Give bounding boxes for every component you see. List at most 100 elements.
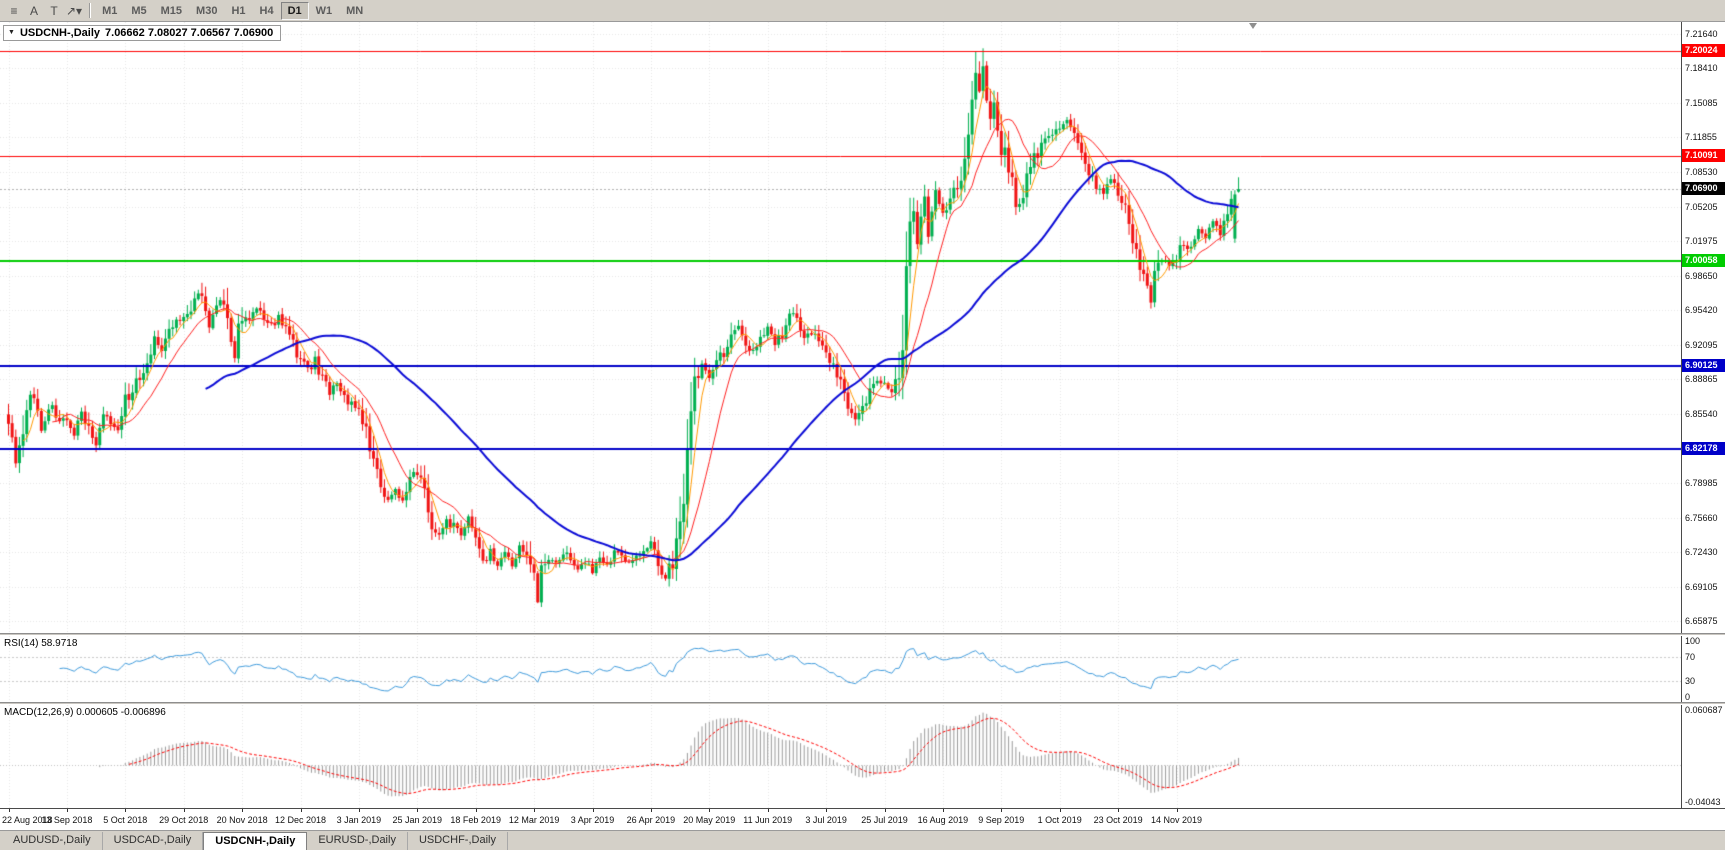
timeframe-m5-button[interactable]: M5 <box>131 4 147 17</box>
chart-symbol-period: USDCNH-,Daily <box>19 27 101 39</box>
time-axis-tick <box>300 809 302 812</box>
tab-usdchf[interactable]: USDCHF-,Daily <box>408 832 508 850</box>
timeframe-m1-button[interactable]: M1 <box>102 4 118 17</box>
date-label: 3 Apr 2019 <box>570 815 615 825</box>
time-axis-tick <box>942 809 944 812</box>
date-label: 18 Feb 2019 <box>450 815 501 825</box>
chart-ohlc-values: 7.06662 7.08027 7.06567 7.06900 <box>105 27 274 39</box>
date-label: 13 Sep 2018 <box>41 815 93 825</box>
price-axis-label: 6.69105 <box>1685 582 1718 592</box>
price-level-tag[interactable]: 7.10091 <box>1682 148 1725 162</box>
price-axis-label: 6.75660 <box>1685 513 1718 523</box>
timeframe-mn-button[interactable]: MN <box>346 4 364 17</box>
time-axis-tick <box>125 809 127 812</box>
date-label: 26 Apr 2019 <box>626 815 676 825</box>
toolbar-separator <box>89 3 91 18</box>
price-axis-label: 7.18410 <box>1685 63 1718 73</box>
price-axis-label: 6.92095 <box>1685 340 1718 350</box>
date-label: 25 Jan 2019 <box>392 815 443 825</box>
timeframe-m30-button[interactable]: M30 <box>196 4 218 17</box>
macd-axis-label: 0.060687 <box>1685 705 1723 715</box>
rsi-axis-label: 100 <box>1685 636 1701 646</box>
date-label: 20 Nov 2018 <box>216 815 268 825</box>
time-axis-tick <box>826 809 828 812</box>
time-axis-tick <box>1059 809 1061 812</box>
price-level-tag[interactable]: 7.20024 <box>1682 44 1725 57</box>
time-axis-tick <box>417 809 419 812</box>
pane-separator[interactable] <box>0 702 1725 705</box>
draw-tools-icon[interactable]: ↗▾ <box>66 3 83 18</box>
pane-separator[interactable] <box>0 633 1725 636</box>
date-label: 12 Mar 2019 <box>508 815 560 825</box>
timeframe-button-group: M1 M5 M15 M30 H1 H4 D1 W1 MN <box>95 1 370 20</box>
time-axis-tick <box>709 809 711 812</box>
one-click-trading-icon[interactable]: ▼ <box>8 29 15 36</box>
price-level-tag[interactable]: 7.00058 <box>1682 254 1725 268</box>
price-axis-label: 7.11855 <box>1685 132 1717 142</box>
toolbar-icon-group: ≡ A T ↗▾ <box>4 2 84 20</box>
tab-usdcad[interactable]: USDCAD-,Daily <box>103 832 204 850</box>
timeframe-h4-button[interactable]: H4 <box>259 4 274 17</box>
price-level-tag[interactable]: 6.82178 <box>1682 442 1725 456</box>
chart-shift-marker[interactable] <box>1249 23 1257 29</box>
date-label: 3 Jan 2019 <box>336 815 382 825</box>
date-label: 3 Jul 2019 <box>805 815 847 825</box>
time-axis-tick <box>884 809 886 812</box>
price-axis-label: 7.15085 <box>1685 98 1718 108</box>
timeframe-h1-button[interactable]: H1 <box>231 4 246 17</box>
time-axis-tick <box>358 809 360 812</box>
price-pane: ▼ USDCNH-,Daily 7.06662 7.08027 7.06567 … <box>0 22 1725 633</box>
date-label: 23 Oct 2019 <box>1093 815 1143 825</box>
rsi-indicator-canvas[interactable] <box>0 636 1681 702</box>
date-label: 29 Oct 2018 <box>159 815 209 825</box>
price-axis-label: 6.85540 <box>1685 409 1718 419</box>
time-axis-tick <box>66 809 68 812</box>
macd-label: MACD(12,26,9) 0.000605 -0.006896 <box>4 707 166 718</box>
price-axis-label: 6.88865 <box>1685 374 1718 384</box>
time-axis-tick <box>242 809 244 812</box>
rsi-axis[interactable]: 100 70 30 0 <box>1681 636 1725 702</box>
tab-eurusd[interactable]: EURUSD-,Daily <box>307 832 408 850</box>
chart-menu-icon[interactable]: ≡ <box>10 3 18 18</box>
rsi-axis-label: 70 <box>1685 652 1696 663</box>
timeframe-m15-button[interactable]: M15 <box>160 4 183 17</box>
pointer-a-icon[interactable]: A <box>29 3 38 18</box>
tab-audusd[interactable]: AUDUSD-,Daily <box>2 832 103 850</box>
price-axis-label: 6.98650 <box>1685 271 1718 281</box>
price-chart-canvas[interactable] <box>0 22 1681 633</box>
time-axis[interactable]: 22 Aug 2018 13 Sep 2018 5 Oct 2018 29 Oct 2… <box>0 808 1725 830</box>
tab-usdcnh[interactable]: USDCNH-,Daily <box>203 832 308 850</box>
rsi-label: RSI(14) 58.9718 <box>4 638 78 649</box>
rsi-pane: RSI(14) 58.9718 100 70 30 0 <box>0 636 1725 702</box>
chart-title: ▼ USDCNH-,Daily 7.06662 7.08027 7.06567 … <box>3 25 282 41</box>
time-axis-tick <box>475 809 477 812</box>
price-axis-label: 7.05205 <box>1685 202 1718 212</box>
time-axis-tick <box>534 809 536 812</box>
date-label: 9 Sep 2019 <box>978 815 1025 825</box>
macd-indicator-canvas[interactable] <box>0 705 1681 808</box>
date-label: 22 Aug 2018 <box>2 815 53 825</box>
time-axis-tick <box>183 809 185 812</box>
date-label: 1 Oct 2019 <box>1037 815 1082 825</box>
text-cursor-icon[interactable]: T <box>50 3 58 18</box>
price-axis-label: 6.65875 <box>1685 616 1718 626</box>
time-axis-tick <box>1001 809 1003 812</box>
time-axis-tick <box>767 809 769 812</box>
date-label: 11 Jun 2019 <box>743 815 793 825</box>
price-level-tag[interactable]: 7.06900 <box>1682 182 1725 196</box>
macd-pane: MACD(12,26,9) 0.000605 -0.006896 0.06068… <box>0 705 1725 808</box>
time-axis-tick <box>8 809 10 812</box>
timeframe-d1-button[interactable]: D1 <box>280 1 309 20</box>
timeframe-w1-button[interactable]: W1 <box>315 4 333 17</box>
price-axis-label: 7.21640 <box>1685 29 1718 39</box>
price-axis-label: 7.08530 <box>1685 167 1718 177</box>
rsi-axis-label: 30 <box>1685 675 1696 686</box>
price-level-tag[interactable]: 6.90125 <box>1682 358 1725 372</box>
price-axis[interactable]: 7.21640 7.18410 7.15085 7.11855 7.08530 7.052… <box>1681 22 1725 633</box>
macd-axis[interactable]: 0.060687 -0.04043 <box>1681 705 1725 808</box>
macd-axis-label: -0.04043 <box>1685 797 1721 807</box>
price-axis-label: 6.95420 <box>1685 305 1718 315</box>
time-axis-tick <box>1176 809 1178 812</box>
time-axis-tick <box>592 809 594 812</box>
